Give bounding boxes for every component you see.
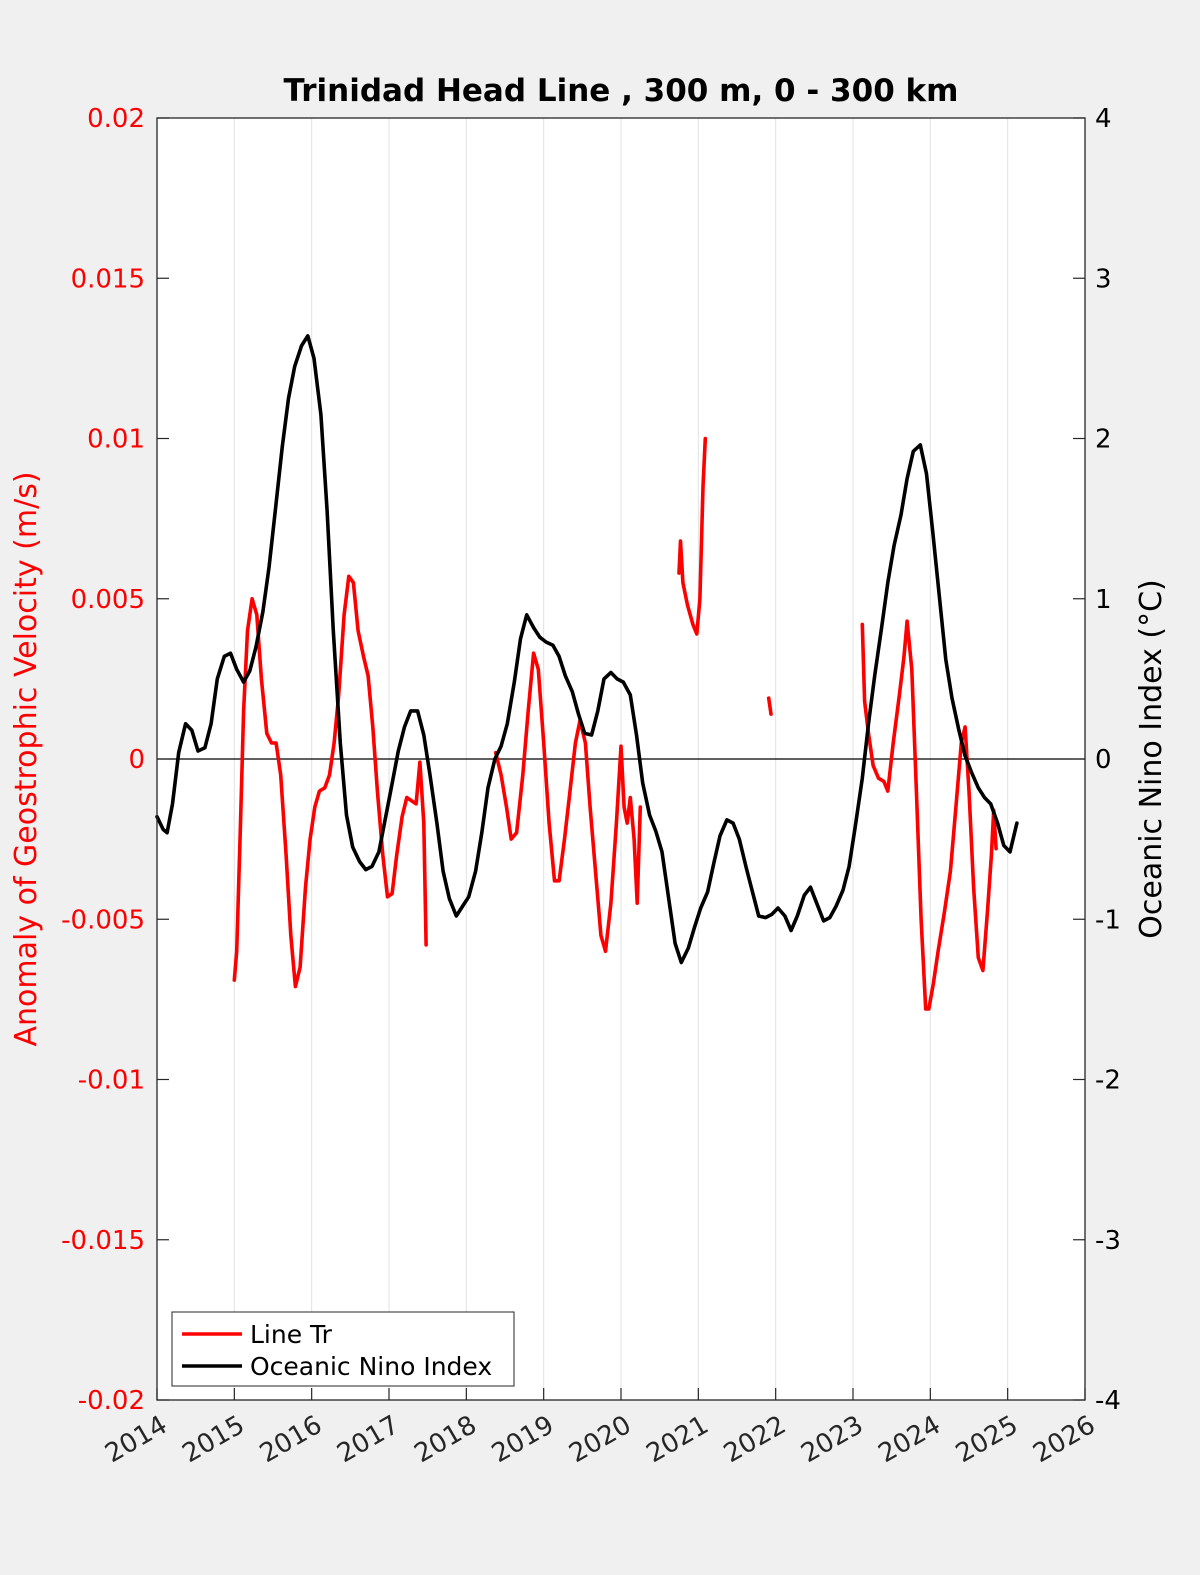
y-right-tick-label: -3 (1095, 1226, 1121, 1256)
series-layer (155, 334, 1019, 1011)
legend: Line Tr Oceanic Nino Index (171, 1311, 515, 1387)
chart-title: Trinidad Head Line , 300 m, 0 - 300 km (284, 73, 959, 109)
y-left-tick-label: -0.015 (61, 1226, 145, 1256)
legend-label-oni: Oceanic Nino Index (250, 1352, 492, 1381)
y-left-tick-label: 0 (128, 745, 145, 775)
x-tick-label: 2024 (874, 1410, 946, 1469)
x-tick-label: 2020 (564, 1410, 636, 1469)
y-right-tick-label: -1 (1095, 905, 1121, 935)
y-left-tick-label: 0.02 (87, 104, 145, 134)
x-tick-label: 2016 (255, 1410, 327, 1469)
line-tr-series (677, 436, 708, 636)
line-tr-series (232, 574, 428, 989)
line-tr-series (860, 619, 998, 1011)
y-right-tick-label: 3 (1095, 264, 1112, 294)
legend-label-line-tr: Line Tr (250, 1320, 333, 1349)
legend-box (171, 1311, 515, 1387)
x-tick-label: 2015 (178, 1410, 250, 1469)
y-right-tick-label: 0 (1095, 745, 1112, 775)
oni-series (155, 334, 1019, 965)
x-tick-label: 2019 (487, 1410, 559, 1469)
x-tick-label: 2026 (1028, 1410, 1100, 1469)
y-right-tick-label: -2 (1095, 1066, 1121, 1096)
x-tick-label: 2023 (796, 1410, 868, 1469)
y-axis-right-label: Oceanic Nino Index (°C) (1134, 579, 1169, 939)
y-axis-left-label: Anomaly of Geostrophic Velocity (m/s) (9, 471, 44, 1046)
y-left-tick-label: -0.005 (61, 905, 145, 935)
y-right-tick-label: 2 (1095, 425, 1112, 455)
y-left-tick-label: -0.01 (78, 1066, 145, 1096)
line-tr-series (493, 651, 643, 954)
x-tick-label: 2017 (332, 1410, 404, 1469)
x-tick-label: 2021 (642, 1410, 714, 1469)
y-left-tick-label: -0.02 (78, 1386, 145, 1416)
x-tick-label: 2018 (410, 1410, 482, 1469)
y-left-tick-label: 0.005 (71, 585, 145, 615)
x-tick-label: 2022 (719, 1410, 791, 1469)
y-right-tick-label: -4 (1095, 1386, 1121, 1416)
y-right-tick-label: 1 (1095, 585, 1112, 615)
y-left-tick-label: 0.01 (87, 425, 145, 455)
x-tick-label: 2014 (100, 1410, 172, 1469)
y-left-tick-label: 0.015 (71, 264, 145, 294)
y-right-tick-label: 4 (1095, 104, 1112, 134)
line-tr-series (766, 696, 773, 716)
x-tick-label: 2025 (951, 1410, 1023, 1469)
